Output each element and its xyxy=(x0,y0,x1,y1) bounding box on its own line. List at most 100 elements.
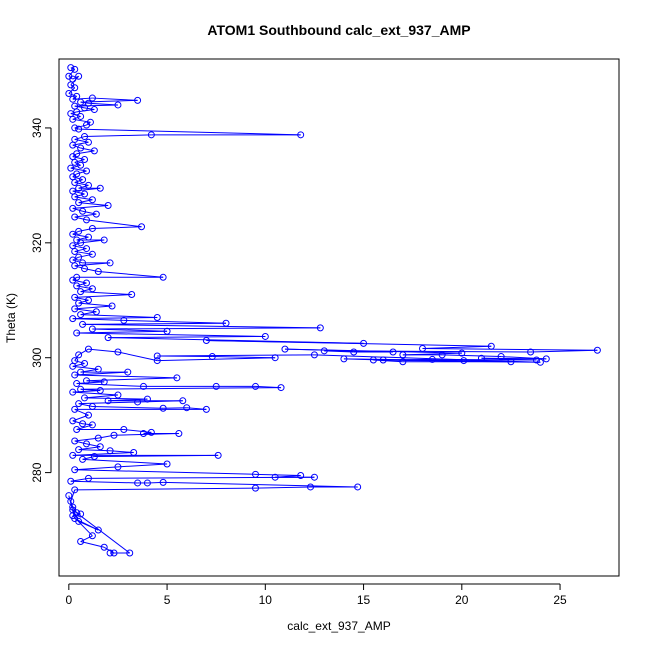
data-point xyxy=(271,354,279,362)
series-segment xyxy=(72,176,83,181)
series-segment xyxy=(72,276,77,281)
data-point xyxy=(143,479,151,487)
data-point xyxy=(126,549,134,557)
data-point xyxy=(316,324,324,332)
data-point xyxy=(458,349,466,357)
series-segment xyxy=(86,443,101,448)
x-tick-label: 15 xyxy=(357,593,371,607)
y-axis: 280 300 320 340 xyxy=(30,118,52,483)
data-point xyxy=(106,259,114,267)
data-point xyxy=(100,378,108,386)
data-point xyxy=(71,466,79,474)
data-point xyxy=(77,538,85,546)
data-point xyxy=(77,98,85,106)
data-point xyxy=(114,101,122,109)
data-point xyxy=(71,305,79,313)
series-segment xyxy=(74,440,87,445)
data-point xyxy=(84,296,92,304)
data-point xyxy=(173,374,181,382)
data-point xyxy=(497,353,505,361)
series-segment xyxy=(74,360,85,364)
data-point xyxy=(389,348,397,356)
data-point xyxy=(350,348,358,356)
series-segment xyxy=(82,210,97,215)
data-point xyxy=(88,285,96,293)
data-point xyxy=(114,463,122,471)
series-segment xyxy=(74,408,89,416)
data-point xyxy=(88,196,96,204)
series-segment xyxy=(72,190,85,195)
data-point xyxy=(399,358,407,366)
series-segment xyxy=(72,318,124,321)
series-segment xyxy=(74,105,85,109)
series-segment xyxy=(70,84,76,89)
data-point xyxy=(108,302,116,310)
data-point xyxy=(69,115,77,123)
data-point xyxy=(71,437,79,445)
data-point xyxy=(134,96,142,104)
data-point xyxy=(153,314,161,321)
data-point xyxy=(67,477,75,485)
data-point xyxy=(507,358,515,366)
data-point xyxy=(159,404,167,412)
data-point xyxy=(297,471,305,479)
data-point xyxy=(71,486,79,494)
data-point xyxy=(310,351,318,359)
data-point xyxy=(71,65,79,73)
data-point xyxy=(71,124,79,132)
series-segment xyxy=(72,420,83,425)
series-segment xyxy=(82,456,95,460)
data-point xyxy=(428,355,436,363)
data-point xyxy=(271,473,279,481)
series-segment xyxy=(74,374,177,379)
series-segment xyxy=(78,302,113,307)
series-segment xyxy=(88,476,315,479)
series-segment xyxy=(74,182,89,186)
data-point xyxy=(69,506,77,514)
series-segment xyxy=(80,239,105,244)
series-segment xyxy=(72,365,99,370)
data-point xyxy=(94,526,102,534)
data-point xyxy=(88,94,96,102)
data-point xyxy=(69,276,77,284)
series-segment xyxy=(157,357,276,362)
data-point xyxy=(77,161,85,169)
data-point xyxy=(65,492,73,500)
data-point xyxy=(77,510,85,518)
data-point xyxy=(77,368,85,376)
data-point xyxy=(67,164,75,172)
series-segment xyxy=(74,308,97,313)
data-point xyxy=(90,106,98,114)
series-segment xyxy=(78,348,89,356)
series-segment xyxy=(72,144,81,149)
series-segment xyxy=(68,87,76,94)
data-point xyxy=(73,426,81,434)
series-segment xyxy=(255,486,311,489)
data-point xyxy=(83,377,91,385)
x-axis: 0 5 10 15 20 25 xyxy=(65,583,567,607)
data-point xyxy=(251,484,259,492)
data-point xyxy=(134,479,142,487)
data-point xyxy=(104,334,112,342)
data-point xyxy=(106,549,114,557)
data-point xyxy=(84,345,92,353)
series-segment xyxy=(76,282,87,287)
series-segment xyxy=(82,322,227,325)
series-segment xyxy=(92,406,164,409)
data-point xyxy=(130,448,138,456)
series-segment xyxy=(74,216,87,221)
series-segment xyxy=(74,487,256,491)
data-point xyxy=(81,133,89,141)
series-segment xyxy=(74,305,113,310)
data-point xyxy=(310,473,318,481)
data-point xyxy=(281,345,289,353)
series-segment xyxy=(84,394,118,399)
series-segment xyxy=(78,299,89,304)
data-point xyxy=(183,404,191,412)
data-point xyxy=(73,282,81,290)
series-segment xyxy=(72,389,101,393)
series-segment xyxy=(70,164,81,169)
data-point xyxy=(128,291,136,299)
series-segment xyxy=(108,335,266,339)
series-segment xyxy=(80,99,138,103)
